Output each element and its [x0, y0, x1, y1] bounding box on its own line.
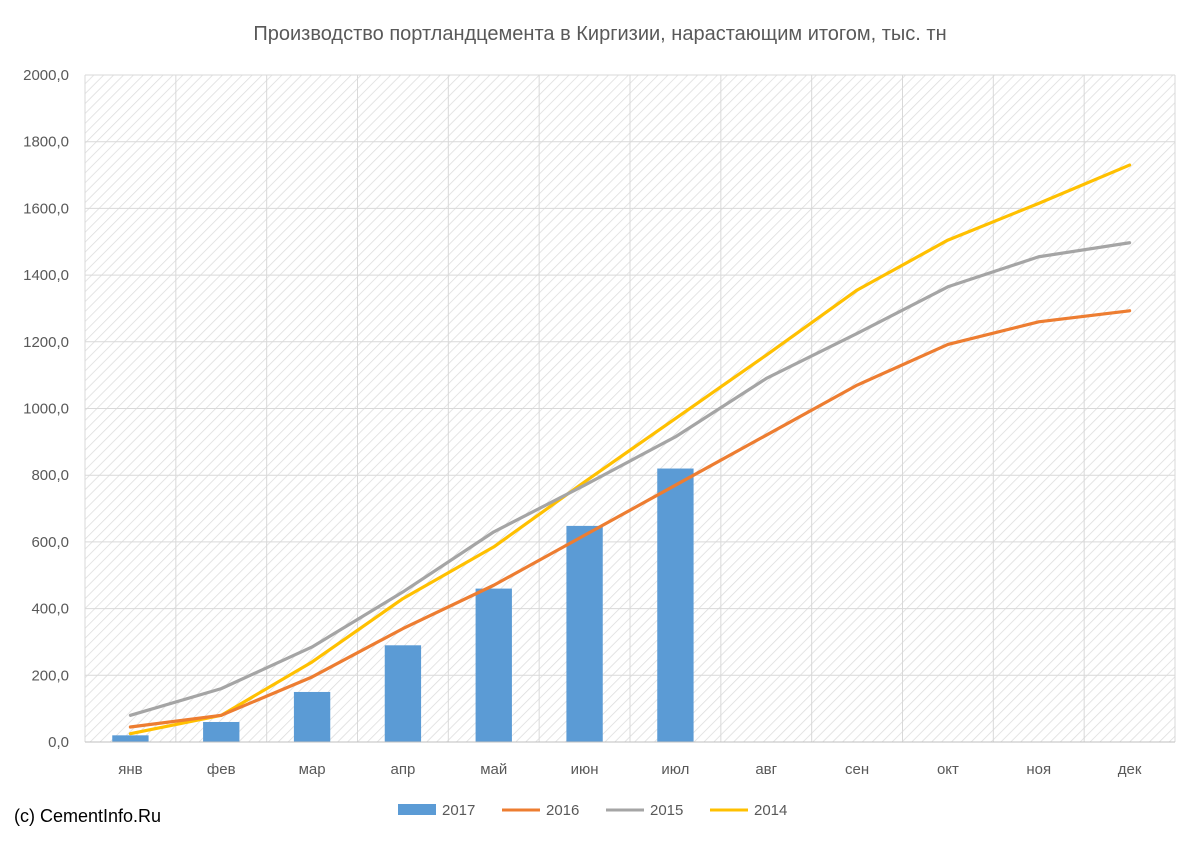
x-tick-label: июн — [571, 761, 599, 778]
legend-item-2017: 2017 — [398, 802, 475, 819]
bar-2017 — [384, 645, 422, 742]
x-tick-label: дек — [1118, 761, 1142, 778]
legend: 2017 2016 2015 2014 — [398, 802, 787, 819]
x-tick-label: ноя — [1026, 761, 1051, 778]
bar-2017 — [475, 588, 512, 742]
legend-label: 2017 — [442, 802, 475, 819]
bar-series-2017 — [112, 468, 694, 742]
legend-item-2014: 2014 — [710, 802, 787, 819]
legend-item-2016: 2016 — [502, 802, 579, 819]
x-tick-label: авг — [755, 761, 777, 778]
line-series — [128, 163, 1132, 736]
legend-swatch — [398, 804, 436, 815]
gridlines — [84, 74, 1176, 742]
x-axis-ticks: янв фев мар апр май июн июл авг сен окт ноя дек — [118, 761, 1142, 778]
y-tick-label: 800,0 — [31, 467, 69, 484]
x-tick-label: мар — [299, 761, 326, 778]
line-2015 — [128, 241, 1132, 717]
line-2016 — [128, 309, 1132, 729]
y-tick-label: 200,0 — [31, 667, 69, 684]
y-tick-label: 1400,0 — [23, 267, 69, 284]
chart-title: Производство портландцемента в Киргизии,… — [253, 23, 946, 45]
x-tick-label: апр — [391, 761, 416, 778]
x-tick-label: фев — [207, 761, 236, 778]
bar-2017 — [566, 525, 603, 742]
y-tick-label: 400,0 — [31, 601, 69, 618]
bar-2017 — [203, 721, 240, 742]
y-tick-label: 1200,0 — [23, 334, 69, 351]
y-tick-label: 2000,0 — [23, 67, 69, 84]
y-tick-label: 600,0 — [31, 534, 69, 551]
y-tick-label: 0,0 — [48, 734, 69, 751]
bar-2017 — [112, 735, 149, 742]
x-tick-label: май — [480, 761, 507, 778]
bar-2017 — [657, 468, 694, 742]
legend-label: 2016 — [546, 802, 579, 819]
x-tick-label: июл — [661, 761, 689, 778]
legend-item-2015: 2015 — [606, 802, 683, 819]
y-axis-ticks: 0,0 200,0 400,0 600,0 800,0 1000,0 1200,0 1400,… — [23, 67, 69, 751]
legend-label: 2015 — [650, 802, 683, 819]
x-tick-label: сен — [845, 761, 869, 778]
y-tick-label: 1600,0 — [23, 200, 69, 217]
line-2014 — [128, 163, 1132, 736]
legend-label: 2014 — [754, 802, 787, 819]
copyright-text: (c) CementInfo.Ru — [14, 806, 162, 826]
bar-2017 — [293, 691, 331, 742]
y-tick-label: 1800,0 — [23, 134, 69, 151]
x-tick-label: окт — [937, 761, 959, 778]
y-tick-label: 1000,0 — [23, 401, 69, 418]
x-tick-label: янв — [118, 761, 142, 778]
